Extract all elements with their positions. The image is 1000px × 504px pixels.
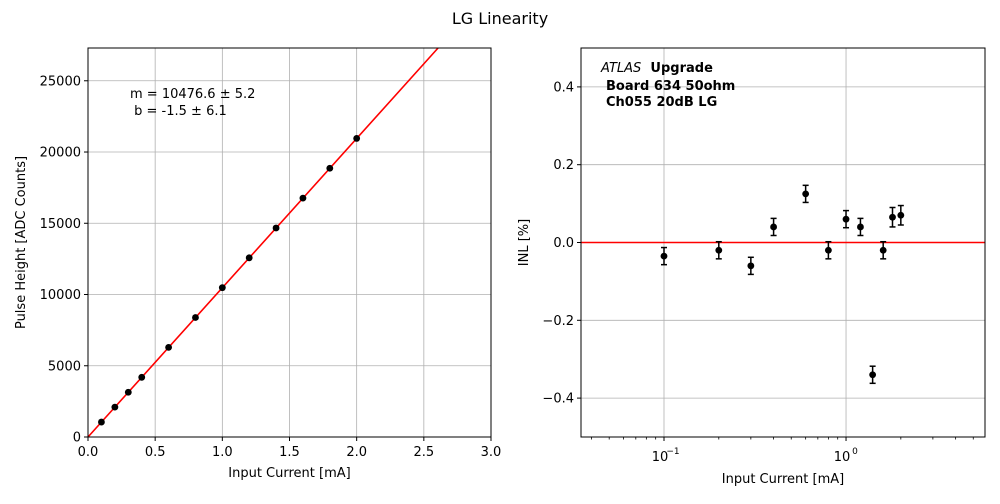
right-x-ticks: 10−1 10 0 bbox=[591, 437, 974, 465]
right-x-tick-exponent: −1 bbox=[666, 447, 679, 457]
atlas-label-bold: Upgrade bbox=[650, 61, 713, 76]
right-y-axis-label: INL [%] bbox=[517, 219, 532, 266]
left-y-tick-label: 5000 bbox=[48, 359, 81, 374]
left-y-tick-label: 25000 bbox=[40, 74, 81, 89]
right-data-point bbox=[660, 252, 668, 260]
left-y-ticks: 0 5000 10000 15000 20000 25000 bbox=[40, 74, 88, 446]
fit-intercept-annotation: b = -1.5 ± 6.1 bbox=[130, 104, 227, 119]
right-data-point bbox=[869, 371, 877, 379]
fit-line bbox=[87, 47, 439, 438]
left-data-point bbox=[245, 254, 253, 262]
right-data-point bbox=[897, 211, 905, 219]
left-x-tick-label: 2.0 bbox=[346, 445, 367, 460]
left-data-point bbox=[299, 194, 307, 202]
left-y-tick-label: 15000 bbox=[40, 217, 81, 232]
right-data-point bbox=[747, 262, 755, 270]
left-x-axis-label: Input Current [mA] bbox=[228, 466, 350, 481]
left-grid bbox=[87, 48, 492, 438]
left-data-point bbox=[353, 135, 361, 142]
fit-slope-annotation: m = 10476.6 ± 5.2 bbox=[130, 87, 255, 102]
channel-annotation: Ch055 20dB LG bbox=[606, 95, 717, 110]
right-y-tick-label: −0.2 bbox=[542, 314, 574, 329]
left-x-tick-label: 0.5 bbox=[145, 445, 166, 460]
board-annotation: Board 634 50ohm bbox=[606, 79, 735, 94]
right-data-points bbox=[660, 184, 905, 385]
right-data-point bbox=[889, 213, 896, 221]
left-data-point bbox=[192, 314, 199, 321]
right-data-point bbox=[857, 223, 864, 231]
left-data-point bbox=[98, 418, 105, 426]
right-data-point bbox=[879, 246, 887, 254]
right-data-point bbox=[715, 246, 723, 254]
right-y-tick-label: 0.2 bbox=[553, 158, 574, 173]
right-grid bbox=[581, 48, 985, 437]
atlas-label: ATLAS Upgrade bbox=[600, 61, 713, 76]
left-y-axis-label: Pulse Height [ADC Counts] bbox=[14, 156, 29, 329]
left-data-point bbox=[326, 164, 334, 172]
inl-plot: 10−1 10 0 −0.4−0.20.00.20.4 Input Current … bbox=[517, 47, 986, 487]
right-y-ticks: −0.4 −0.2 0.0 0.2 0.4 bbox=[542, 80, 581, 407]
left-data-point bbox=[272, 224, 280, 232]
right-data-point bbox=[802, 190, 810, 198]
right-y-tick-label: −0.4 bbox=[542, 392, 574, 407]
left-data-points bbox=[98, 135, 361, 426]
left-y-tick-label: 0 bbox=[73, 431, 81, 446]
linearity-plot: 0.0 0.5 1.0 1.5 2.0 2.5 3.0 0 5000 10000 15000 200… bbox=[14, 47, 502, 481]
left-x-tick-label: 0.0 bbox=[78, 445, 99, 460]
right-data-point bbox=[842, 215, 850, 223]
left-data-point bbox=[218, 284, 226, 292]
left-data-point bbox=[111, 403, 119, 411]
left-x-tick-label: 2.5 bbox=[413, 445, 434, 460]
left-y-tick-label: 10000 bbox=[40, 288, 81, 303]
figure-title: LG Linearity bbox=[452, 9, 548, 28]
atlas-label-italic: ATLAS bbox=[600, 61, 641, 76]
left-x-tick-label: 3.0 bbox=[481, 445, 502, 460]
right-x-tick-label: 10 bbox=[652, 450, 669, 465]
left-data-point bbox=[165, 343, 173, 351]
left-data-point bbox=[138, 373, 146, 381]
left-x-tick-label: 1.5 bbox=[279, 445, 300, 460]
right-data-point bbox=[824, 246, 832, 254]
right-data-point bbox=[770, 223, 777, 231]
right-x-axis-label: Input Current [mA] bbox=[722, 472, 844, 487]
right-y-tick-label: 0.0 bbox=[553, 236, 574, 251]
left-data-point bbox=[124, 388, 132, 396]
right-y-tick-label: 0.4 bbox=[553, 80, 574, 95]
left-y-tick-label: 20000 bbox=[40, 146, 81, 161]
right-x-tick-exponent: 0 bbox=[852, 447, 858, 457]
right-x-tick-label: 10 bbox=[834, 450, 851, 465]
left-x-tick-label: 1.0 bbox=[212, 445, 233, 460]
left-x-ticks: 0.0 0.5 1.0 1.5 2.0 2.5 3.0 bbox=[78, 437, 502, 460]
